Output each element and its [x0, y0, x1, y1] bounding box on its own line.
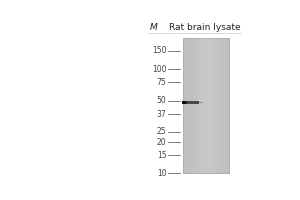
Bar: [182, 101, 187, 104]
Bar: [184, 38, 186, 173]
Bar: [201, 38, 203, 173]
Text: 25: 25: [157, 127, 166, 136]
Bar: [205, 38, 206, 173]
Bar: [190, 38, 192, 173]
Text: 100: 100: [152, 65, 166, 74]
Bar: [186, 101, 199, 104]
Text: 50: 50: [157, 96, 166, 105]
Bar: [197, 102, 203, 103]
Bar: [212, 38, 214, 173]
Bar: [197, 38, 198, 173]
Bar: [220, 38, 222, 173]
Text: 150: 150: [152, 46, 166, 55]
Bar: [188, 38, 189, 173]
Bar: [183, 38, 229, 173]
Bar: [183, 38, 184, 173]
Bar: [186, 38, 188, 173]
Bar: [215, 38, 217, 173]
Bar: [208, 38, 209, 173]
Text: Rat brain lysate: Rat brain lysate: [169, 23, 241, 32]
Bar: [214, 38, 215, 173]
Bar: [222, 38, 223, 173]
Bar: [225, 38, 226, 173]
Bar: [192, 38, 194, 173]
Bar: [211, 38, 212, 173]
Text: M: M: [150, 23, 158, 32]
Text: 37: 37: [157, 110, 166, 119]
Bar: [217, 38, 218, 173]
Text: 75: 75: [157, 78, 166, 87]
Bar: [198, 38, 200, 173]
Text: 20: 20: [157, 138, 166, 147]
Bar: [226, 38, 228, 173]
Bar: [206, 38, 208, 173]
Bar: [218, 38, 220, 173]
Bar: [194, 38, 195, 173]
Bar: [203, 38, 205, 173]
Text: 10: 10: [157, 169, 166, 178]
Bar: [228, 38, 229, 173]
Bar: [200, 38, 201, 173]
Bar: [189, 38, 190, 173]
Text: 15: 15: [157, 151, 166, 160]
Bar: [209, 38, 211, 173]
Bar: [195, 38, 197, 173]
Bar: [223, 38, 225, 173]
